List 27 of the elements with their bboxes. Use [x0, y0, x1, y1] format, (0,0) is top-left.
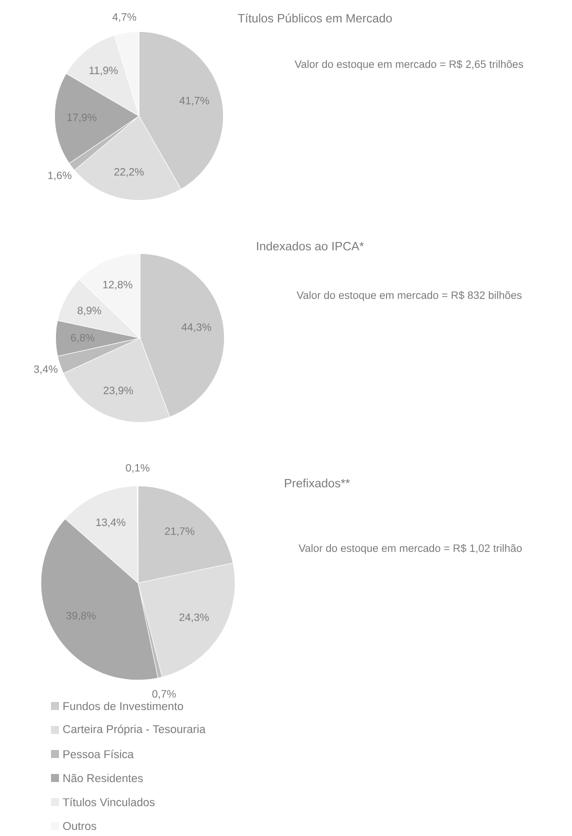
data-label: 8,9%: [78, 306, 102, 316]
legend-label: Fundos de Investimento: [64, 702, 184, 710]
data-label: 22,2%: [114, 168, 144, 177]
data-label: 23,9%: [104, 386, 133, 396]
text: Valor do estoque em mercado = R$ 2,65 trilhões: [294, 60, 524, 70]
data-label: 3,4%: [34, 365, 58, 374]
data-label: 12,8%: [103, 280, 132, 290]
data-label: 0,1%: [126, 464, 150, 473]
legend-label: Títulos Vinculados: [62, 798, 155, 806]
data-label: 4,7%: [112, 13, 136, 22]
text: Valor do estoque em mercado = R$ 832 bilhões: [296, 290, 522, 302]
legend-label: Não Residentes: [64, 774, 143, 782]
data-label: 1,6%: [48, 172, 72, 180]
data-label: 21,7%: [165, 527, 194, 536]
data-label: 13,4%: [96, 518, 126, 528]
text: Prefixados**: [284, 478, 350, 488]
data-label: 44,3%: [182, 323, 212, 332]
text: Indexados ao IPCA*: [257, 242, 364, 250]
data-label: 41,7%: [180, 96, 210, 106]
legend-label: Carteira Própria - Tesouraria: [63, 724, 206, 736]
data-label: 0,7%: [152, 690, 176, 699]
text: Valor do estoque em mercado = R$ 1,02 trilhão: [298, 544, 522, 554]
legend-label: Outros: [63, 822, 96, 830]
legend-label: Pessoa Física: [64, 750, 134, 758]
data-label: 11,9%: [90, 66, 118, 76]
text: Títulos Públicos em Mercado: [238, 14, 392, 22]
data-label: 24,3%: [179, 613, 209, 622]
